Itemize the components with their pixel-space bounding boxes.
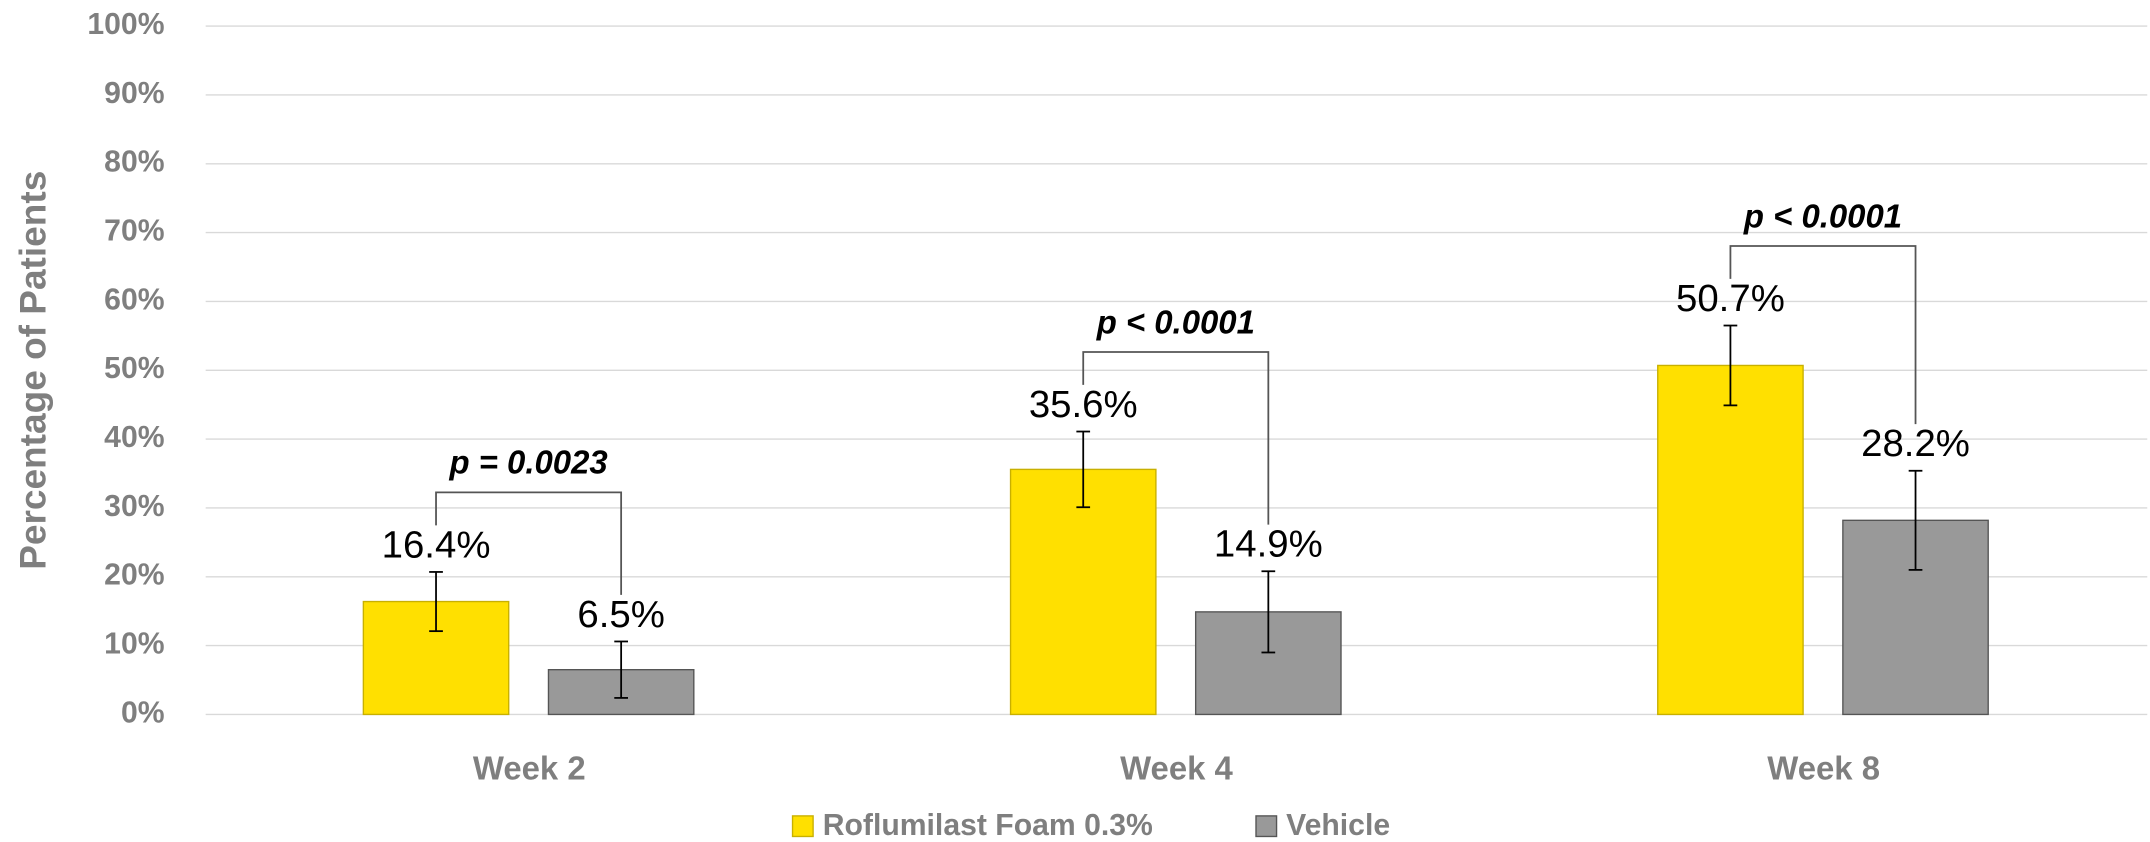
y-tick-label: 100% [87, 8, 164, 41]
legend-label: Vehicle [1286, 809, 1390, 842]
significance-bracket [1729, 245, 1917, 425]
y-tick-label: 0% [121, 696, 165, 729]
value-label: 50.7% [1676, 277, 1785, 320]
error-bar [1261, 570, 1276, 654]
value-label: 28.2% [1861, 422, 1970, 465]
y-tick-label: 70% [104, 215, 165, 248]
y-tick-label: 80% [104, 146, 165, 179]
legend-swatch [1255, 815, 1278, 838]
bar [1657, 364, 1804, 716]
error-bar [429, 571, 443, 633]
p-value: p < 0.0001 [1096, 303, 1255, 340]
y-tick-label: 30% [104, 490, 165, 523]
legend-swatch [791, 815, 814, 838]
y-tick-label: 50% [104, 352, 165, 385]
p-value: p = 0.0023 [448, 444, 607, 481]
value-label: 14.9% [1214, 523, 1323, 566]
x-tick-label: Week 2 [473, 749, 586, 786]
y-axis-label: Percentage of Patients [11, 171, 53, 570]
y-tick-label: 40% [104, 421, 165, 454]
error-bar [1908, 469, 1923, 571]
x-tick-label: Week 8 [1767, 749, 1880, 786]
error-bar [1076, 430, 1091, 509]
y-tick-label: 10% [104, 628, 165, 661]
value-label: 6.5% [577, 593, 664, 636]
error-bar [1723, 324, 1738, 407]
p-value: p < 0.0001 [1743, 197, 1902, 234]
legend-label: Roflumilast Foam 0.3% [823, 809, 1153, 842]
x-tick-label: Week 4 [1120, 749, 1233, 786]
value-label: 35.6% [1029, 383, 1138, 426]
significance-bracket [435, 491, 623, 595]
y-tick-label: 20% [104, 559, 165, 592]
error-bar [614, 640, 628, 699]
y-tick-label: 60% [104, 283, 165, 316]
value-label: 16.4% [382, 523, 491, 566]
significance-bracket [1082, 351, 1270, 525]
y-tick-label: 90% [104, 77, 165, 110]
